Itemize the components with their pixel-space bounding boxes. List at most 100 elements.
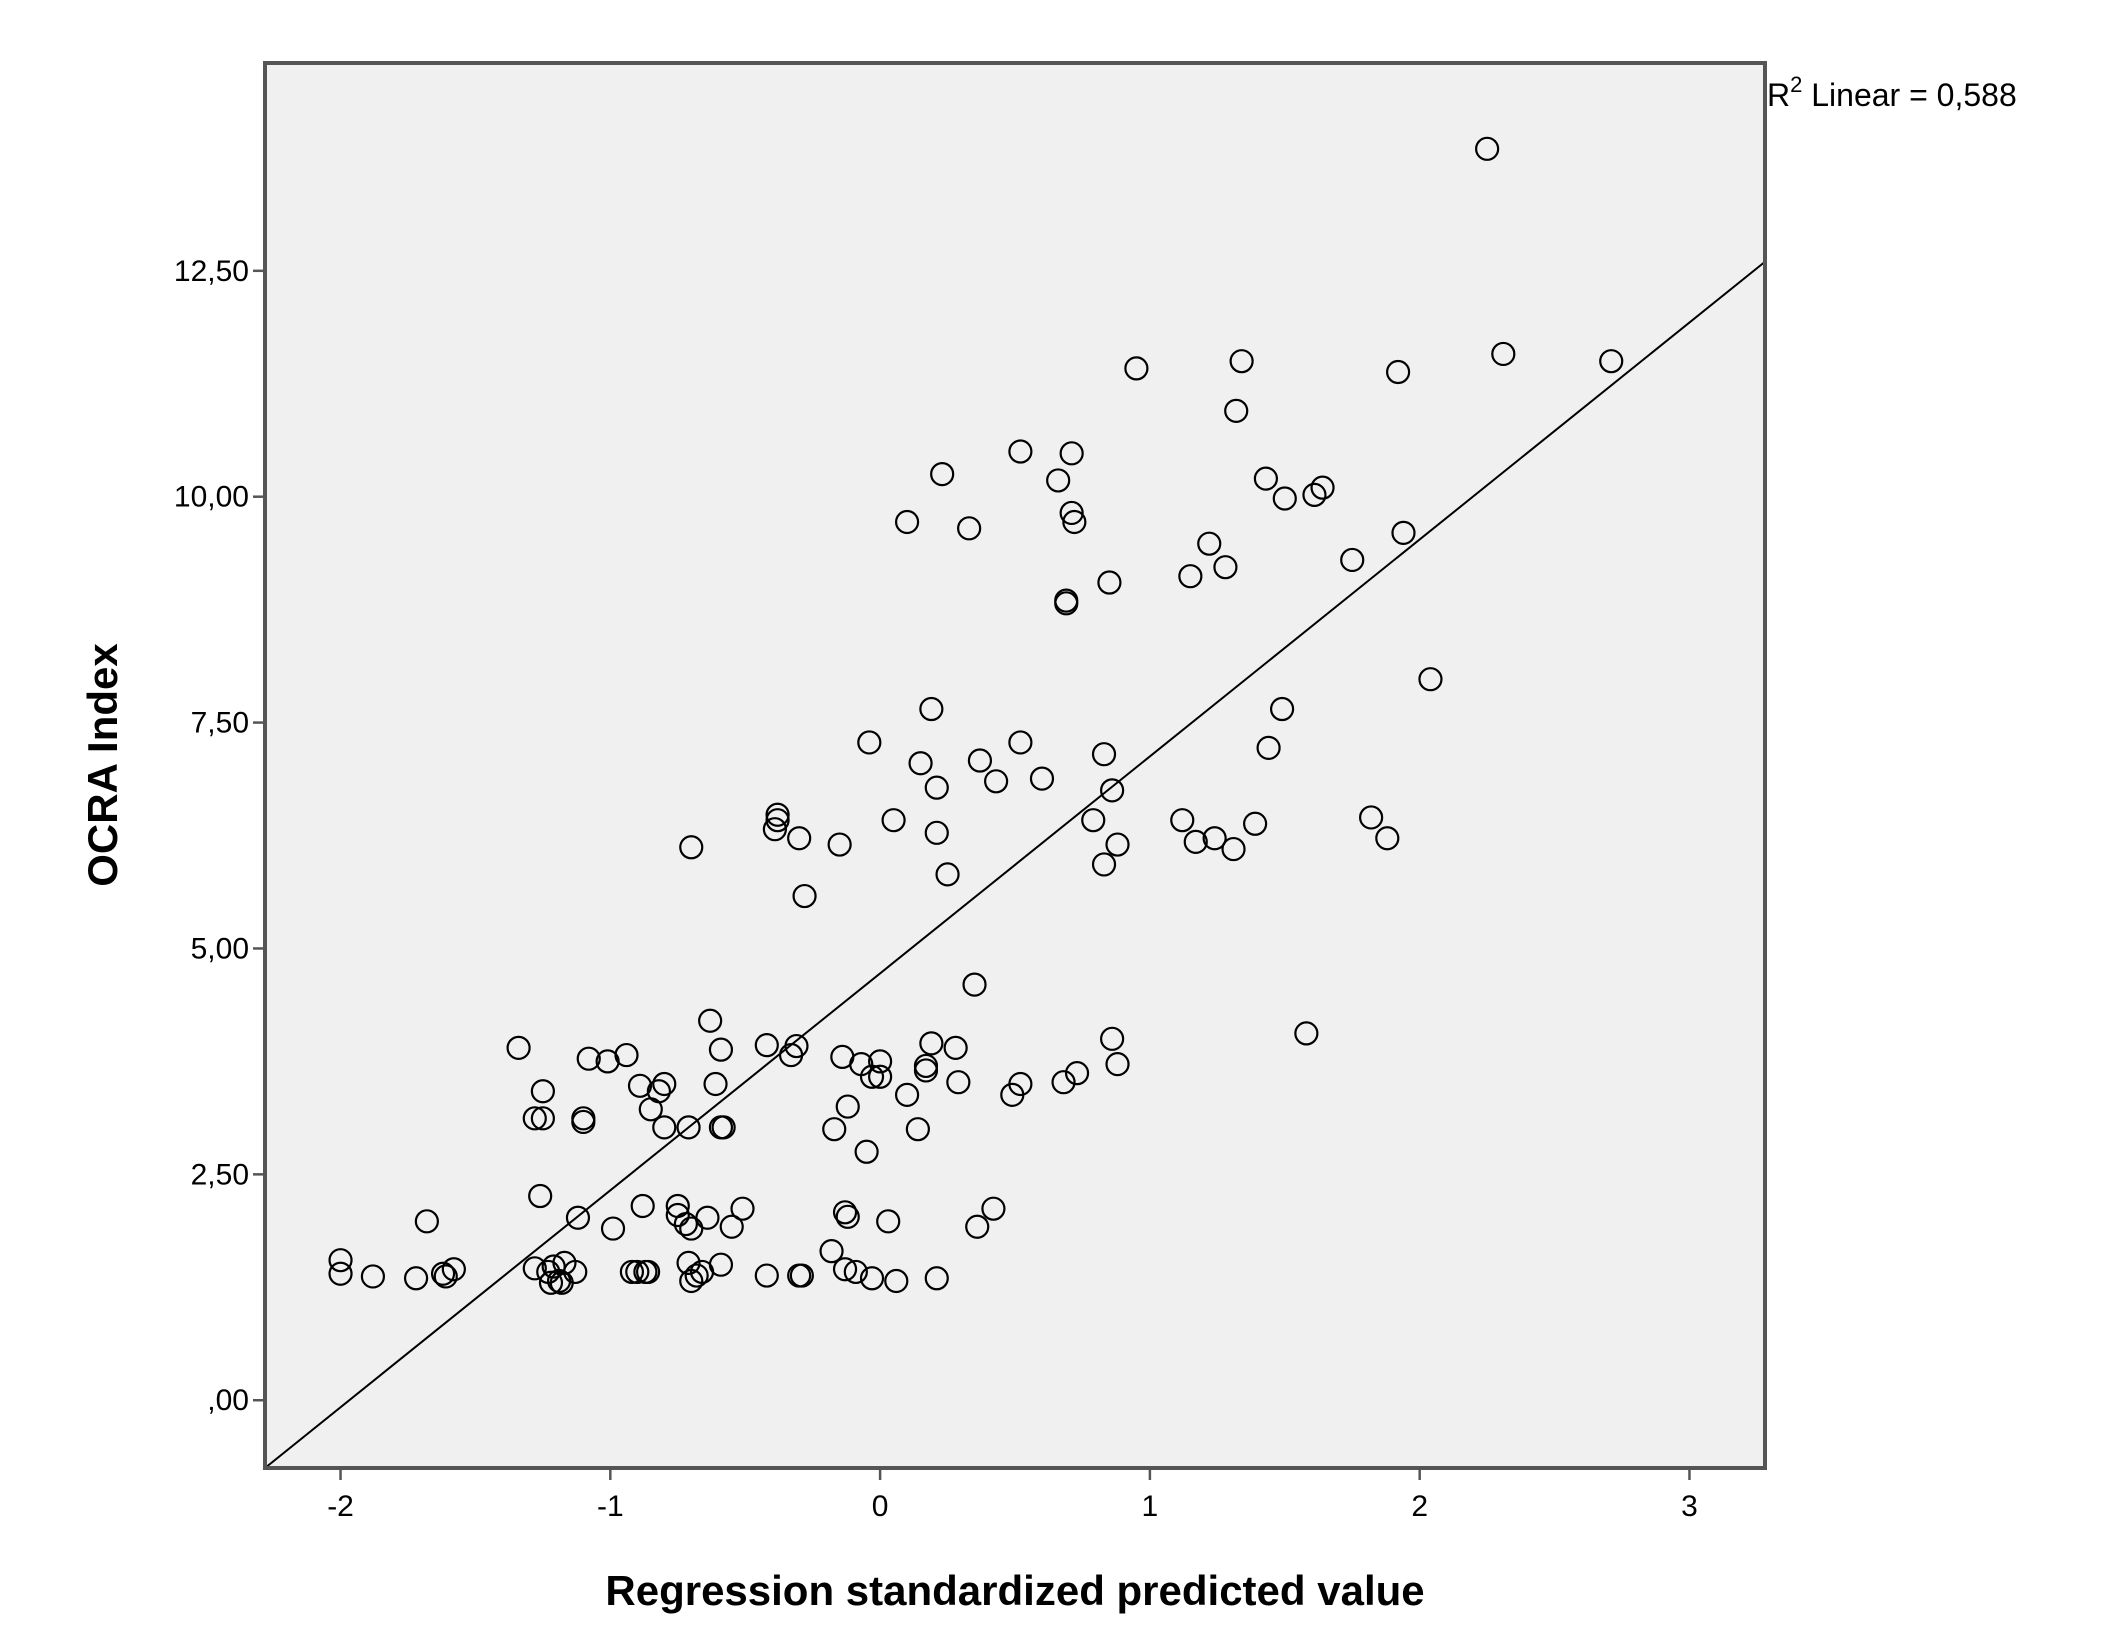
data-point (1224, 398, 1249, 423)
data-point (403, 1266, 429, 1291)
data-point (1064, 1061, 1090, 1086)
data-point (924, 775, 949, 800)
data-point (1008, 1071, 1033, 1097)
data-point (859, 1266, 885, 1291)
data-point (676, 1115, 701, 1140)
x-tick-label: 2 (1411, 1490, 1428, 1523)
data-point (1202, 826, 1227, 851)
data-point (1475, 136, 1500, 161)
data-point (943, 1035, 968, 1060)
data-point (1340, 547, 1365, 573)
y-tick-label: 5,00 (191, 932, 249, 965)
data-point (711, 1115, 736, 1140)
data-point (1213, 555, 1238, 580)
data-point (754, 1033, 779, 1058)
data-point (908, 751, 933, 776)
data-point (859, 1064, 885, 1089)
data-point (646, 1079, 671, 1104)
data-point (857, 730, 882, 755)
r-squared-value: Linear = 0,588 (1802, 77, 2016, 113)
data-point (876, 1209, 901, 1234)
data-point (967, 748, 993, 773)
data-point (665, 1202, 690, 1228)
data-point (919, 696, 944, 722)
data-point (1183, 829, 1208, 854)
data-point (679, 835, 704, 860)
data-point (946, 1070, 971, 1095)
data-point (719, 1214, 744, 1239)
data-point (1046, 468, 1071, 493)
y-axis-title: OCRA Index (79, 643, 126, 887)
data-point (1256, 735, 1281, 760)
data-point (1008, 439, 1033, 464)
data-point (832, 1257, 858, 1282)
y-tick-label: 2,50 (191, 1158, 249, 1191)
data-point (652, 1115, 677, 1140)
fit-line (265, 260, 1765, 1468)
data-point (905, 1117, 930, 1142)
data-point (703, 1071, 728, 1097)
data-point (430, 1261, 456, 1286)
data-point (1091, 742, 1117, 767)
data-point (1599, 349, 1624, 374)
data-point (614, 1042, 639, 1068)
data-point (1081, 808, 1106, 833)
data-point (600, 1216, 626, 1241)
data-point (1391, 520, 1416, 545)
data-point (1100, 1026, 1125, 1051)
data-point (360, 1264, 386, 1289)
data-point (1418, 667, 1443, 692)
y-axis: ,00 2,50 5,00 7,50 10,00 12,50 (174, 255, 265, 1417)
data-point (1491, 341, 1516, 367)
data-point (625, 1259, 650, 1285)
data-point (1059, 500, 1084, 526)
data-point (935, 862, 960, 887)
data-point (676, 1250, 701, 1275)
data-point (414, 1209, 439, 1234)
data-point (819, 1239, 844, 1264)
data-point (635, 1259, 661, 1285)
plot-frame (263, 61, 1767, 1470)
data-point (571, 1106, 596, 1131)
data-point (708, 1037, 734, 1062)
data-point (563, 1259, 588, 1285)
data-point (884, 1268, 909, 1294)
data-point (506, 1035, 531, 1060)
data-point (784, 1033, 809, 1059)
data-point (565, 1205, 591, 1230)
data-point (530, 1079, 555, 1104)
data-point (1051, 1070, 1076, 1095)
plot-background (265, 63, 1765, 1468)
data-point (698, 1008, 723, 1033)
data-point (1029, 766, 1055, 791)
data-point (1062, 509, 1087, 535)
x-tick-label: 0 (872, 1490, 889, 1523)
data-point (530, 1106, 555, 1131)
points-layer (328, 136, 1624, 1295)
data-point (924, 820, 949, 845)
data-point (1170, 808, 1195, 833)
data-point (832, 1200, 858, 1225)
data-point (576, 1046, 601, 1071)
data-point (868, 1064, 893, 1089)
data-point (894, 1082, 920, 1107)
data-point (328, 1248, 353, 1273)
data-point (652, 1071, 677, 1097)
data-point (1100, 778, 1125, 803)
data-point (708, 1252, 734, 1277)
data-point (1054, 588, 1079, 613)
r-squared-annotation: R2 Linear = 0,588 (1767, 72, 2017, 113)
data-point (765, 802, 790, 827)
data-point (822, 1117, 847, 1142)
data-point (730, 1196, 755, 1221)
data-point (1105, 1052, 1130, 1077)
data-point (1124, 356, 1149, 381)
data-point (619, 1259, 645, 1285)
data-point (684, 1263, 709, 1288)
data-point (441, 1257, 466, 1282)
data-point (762, 817, 787, 842)
data-point (765, 808, 790, 833)
data-point (1269, 696, 1295, 722)
r-squared-symbol: R (1767, 77, 1790, 113)
data-point (1243, 811, 1268, 836)
